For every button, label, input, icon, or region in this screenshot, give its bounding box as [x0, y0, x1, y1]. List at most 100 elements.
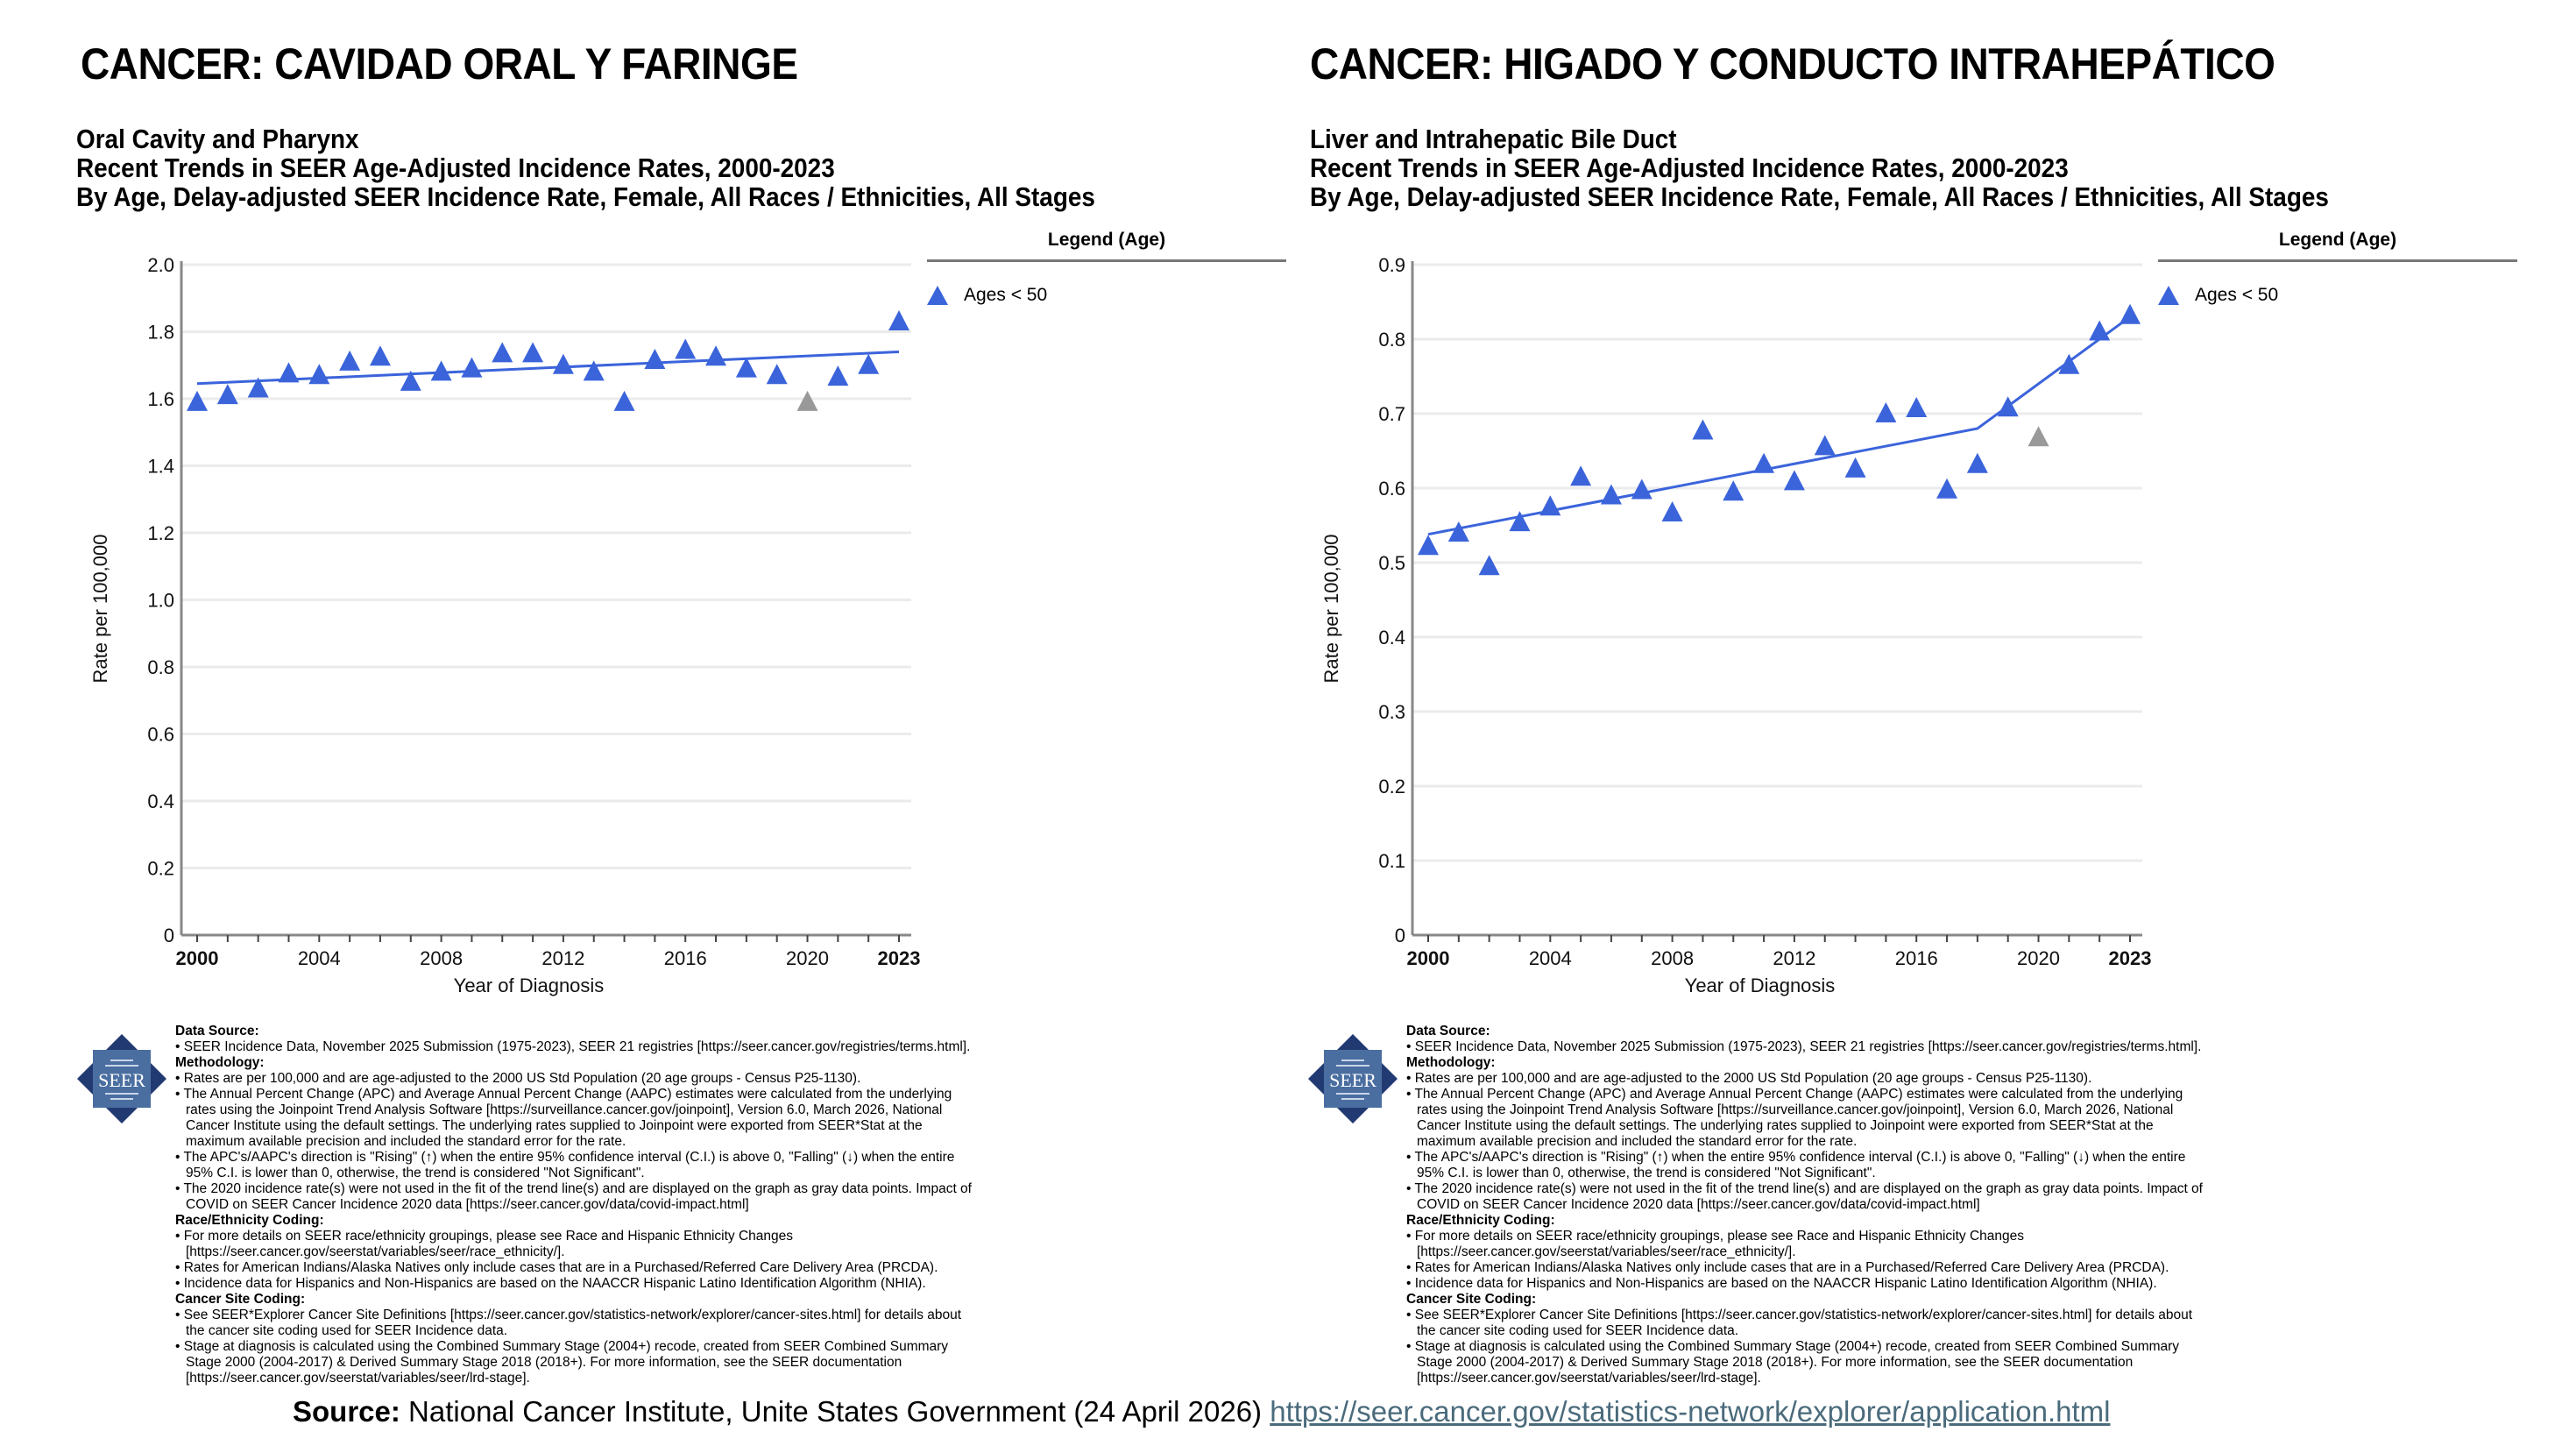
data-point[interactable] [1692, 419, 1714, 440]
data-point[interactable] [2089, 320, 2111, 341]
y-tick-label: 0.4 [147, 790, 174, 812]
note-line: • The Annual Percent Change (APC) and Av… [175, 1087, 952, 1102]
note-line: COVID on SEER Cancer Incidence 2020 data… [186, 1197, 749, 1212]
data-point[interactable] [492, 342, 513, 363]
data-point[interactable] [1906, 397, 1928, 418]
x-tick-label: 2023 [2109, 947, 2151, 969]
data-point[interactable] [522, 342, 544, 363]
data-point[interactable] [1661, 501, 1683, 522]
trend-line [196, 350, 900, 386]
data-point[interactable] [1447, 521, 1469, 542]
seer-logo-icon: SEER [77, 1034, 166, 1123]
panel-heading: CANCER: HIGADO Y CONDUCTO INTRAHEPÁTICO [1310, 39, 2275, 89]
data-point[interactable] [583, 360, 605, 381]
data-point[interactable] [2120, 303, 2141, 324]
legend-item[interactable]: Ages < 50 [927, 285, 1286, 306]
data-point[interactable] [278, 362, 300, 383]
data-point-excluded[interactable] [796, 390, 818, 411]
legend-item[interactable]: Ages < 50 [2158, 285, 2517, 306]
note-line: maximum available precision and included… [186, 1134, 626, 1149]
data-point[interactable] [1723, 480, 1744, 501]
note-line: rates using the Joinpoint Trend Analysis… [1417, 1102, 2174, 1117]
data-point[interactable] [400, 370, 421, 391]
data-point[interactable] [2058, 353, 2080, 374]
chart-panel-liver: CANCER: HIGADO Y CONDUCTO INTRAHEPÁTICO … [1308, 0, 2576, 1402]
data-point[interactable] [705, 345, 727, 366]
data-point[interactable] [1478, 555, 1500, 576]
data-point[interactable] [1814, 435, 1836, 456]
data-point[interactable] [644, 349, 666, 370]
note-line: • Rates for American Indians/Alaska Nati… [1406, 1260, 2169, 1275]
note-line: • Stage at diagnosis is calculated using… [1406, 1339, 2180, 1354]
y-tick-label: 0.2 [147, 858, 174, 880]
data-point-excluded[interactable] [2028, 426, 2049, 447]
chart-legend: Legend (Age) Ages < 50 [2158, 230, 2517, 306]
chart-titles: Liver and Intrahepatic Bile Duct Recent … [1310, 124, 2329, 211]
data-point[interactable] [1844, 457, 1866, 478]
data-point[interactable] [461, 357, 483, 378]
data-point[interactable] [308, 364, 330, 385]
data-point[interactable] [247, 377, 269, 398]
note-line: the cancer site coding used for SEER Inc… [186, 1323, 508, 1338]
data-point[interactable] [1783, 470, 1805, 491]
y-tick-label: 0.9 [1378, 254, 1405, 276]
data-point[interactable] [1509, 511, 1531, 532]
data-point[interactable] [613, 390, 635, 411]
note-line: • Stage at diagnosis is calculated using… [175, 1339, 949, 1354]
x-tick-label: 2020 [786, 947, 829, 969]
panel-heading: CANCER: CAVIDAD ORAL Y FARINGE [81, 39, 798, 89]
chart-subtitle-2: By Age, Delay-adjusted SEER Incidence Ra… [76, 181, 1095, 212]
y-tick-label: 0 [164, 925, 174, 946]
source-link[interactable]: https://seer.cancer.gov/statistics-netwo… [1270, 1395, 2111, 1428]
x-tick-label: 2012 [1773, 947, 1815, 969]
data-point[interactable] [735, 357, 757, 378]
chart-subtitle-2: By Age, Delay-adjusted SEER Incidence Ra… [1310, 181, 2329, 212]
note-line: • See SEER*Explorer Cancer Site Definiti… [175, 1308, 962, 1322]
data-point[interactable] [827, 365, 849, 386]
data-point[interactable] [675, 338, 697, 359]
x-axis-title: Year of Diagnosis [1685, 975, 1836, 996]
data-point[interactable] [187, 390, 208, 411]
data-point[interactable] [430, 360, 452, 381]
seer-logo-text: SEER [98, 1069, 145, 1091]
triangle-marker-icon [2158, 286, 2179, 305]
data-point[interactable] [1418, 535, 1439, 556]
data-point[interactable] [1875, 402, 1897, 422]
data-point[interactable] [1539, 495, 1561, 516]
x-axis-title: Year of Diagnosis [454, 975, 605, 996]
chart-titles: Oral Cavity and Pharynx Recent Trends in… [76, 124, 1095, 211]
data-point[interactable] [1997, 396, 2019, 417]
y-tick-label: 0.1 [1378, 850, 1405, 872]
data-point[interactable] [552, 353, 574, 374]
source-line: Source: National Cancer Institute, Unite… [293, 1395, 2111, 1428]
data-point[interactable] [216, 384, 238, 405]
note-line: • The Annual Percent Change (APC) and Av… [1406, 1087, 2183, 1102]
x-tick-label: 2016 [664, 947, 707, 969]
x-tick-label: 2004 [298, 947, 341, 969]
y-tick-label: 0.2 [1378, 776, 1405, 797]
x-tick-label: 2004 [1529, 947, 1572, 969]
chart-subtitle: Recent Trends in SEER Age-Adjusted Incid… [76, 152, 835, 183]
y-tick-label: 0.8 [1378, 329, 1405, 351]
data-point[interactable] [339, 350, 361, 371]
data-point[interactable] [1570, 465, 1592, 486]
note-line: • SEER Incidence Data, November 2025 Sub… [175, 1039, 971, 1054]
note-line: maximum available precision and included… [1417, 1134, 1858, 1149]
data-point[interactable] [1631, 478, 1652, 500]
data-point[interactable] [888, 310, 909, 331]
data-point[interactable] [858, 353, 880, 374]
triangle-marker-icon [927, 286, 948, 305]
data-point[interactable] [1600, 484, 1622, 505]
chart-liver: 0 0.1 0.2 0.3 0.4 0.5 0.6 0.7 0.8 0.9 2000 2004 2008… [1320, 254, 2151, 996]
data-point[interactable] [369, 345, 391, 366]
x-tick-label: 2000 [1407, 947, 1450, 969]
seer-logo: SEER [1306, 1032, 1399, 1125]
chart-legend: Legend (Age) Ages < 50 [927, 230, 1286, 306]
data-point[interactable] [1936, 478, 1958, 499]
data-point[interactable] [1966, 452, 1988, 473]
y-tick-label: 0 [1395, 925, 1405, 946]
y-tick-label: 1.6 [147, 388, 174, 410]
note-line: [https://seer.cancer.gov/seerstat/variab… [1417, 1244, 1796, 1259]
data-point[interactable] [1753, 452, 1775, 473]
data-point[interactable] [766, 364, 788, 385]
